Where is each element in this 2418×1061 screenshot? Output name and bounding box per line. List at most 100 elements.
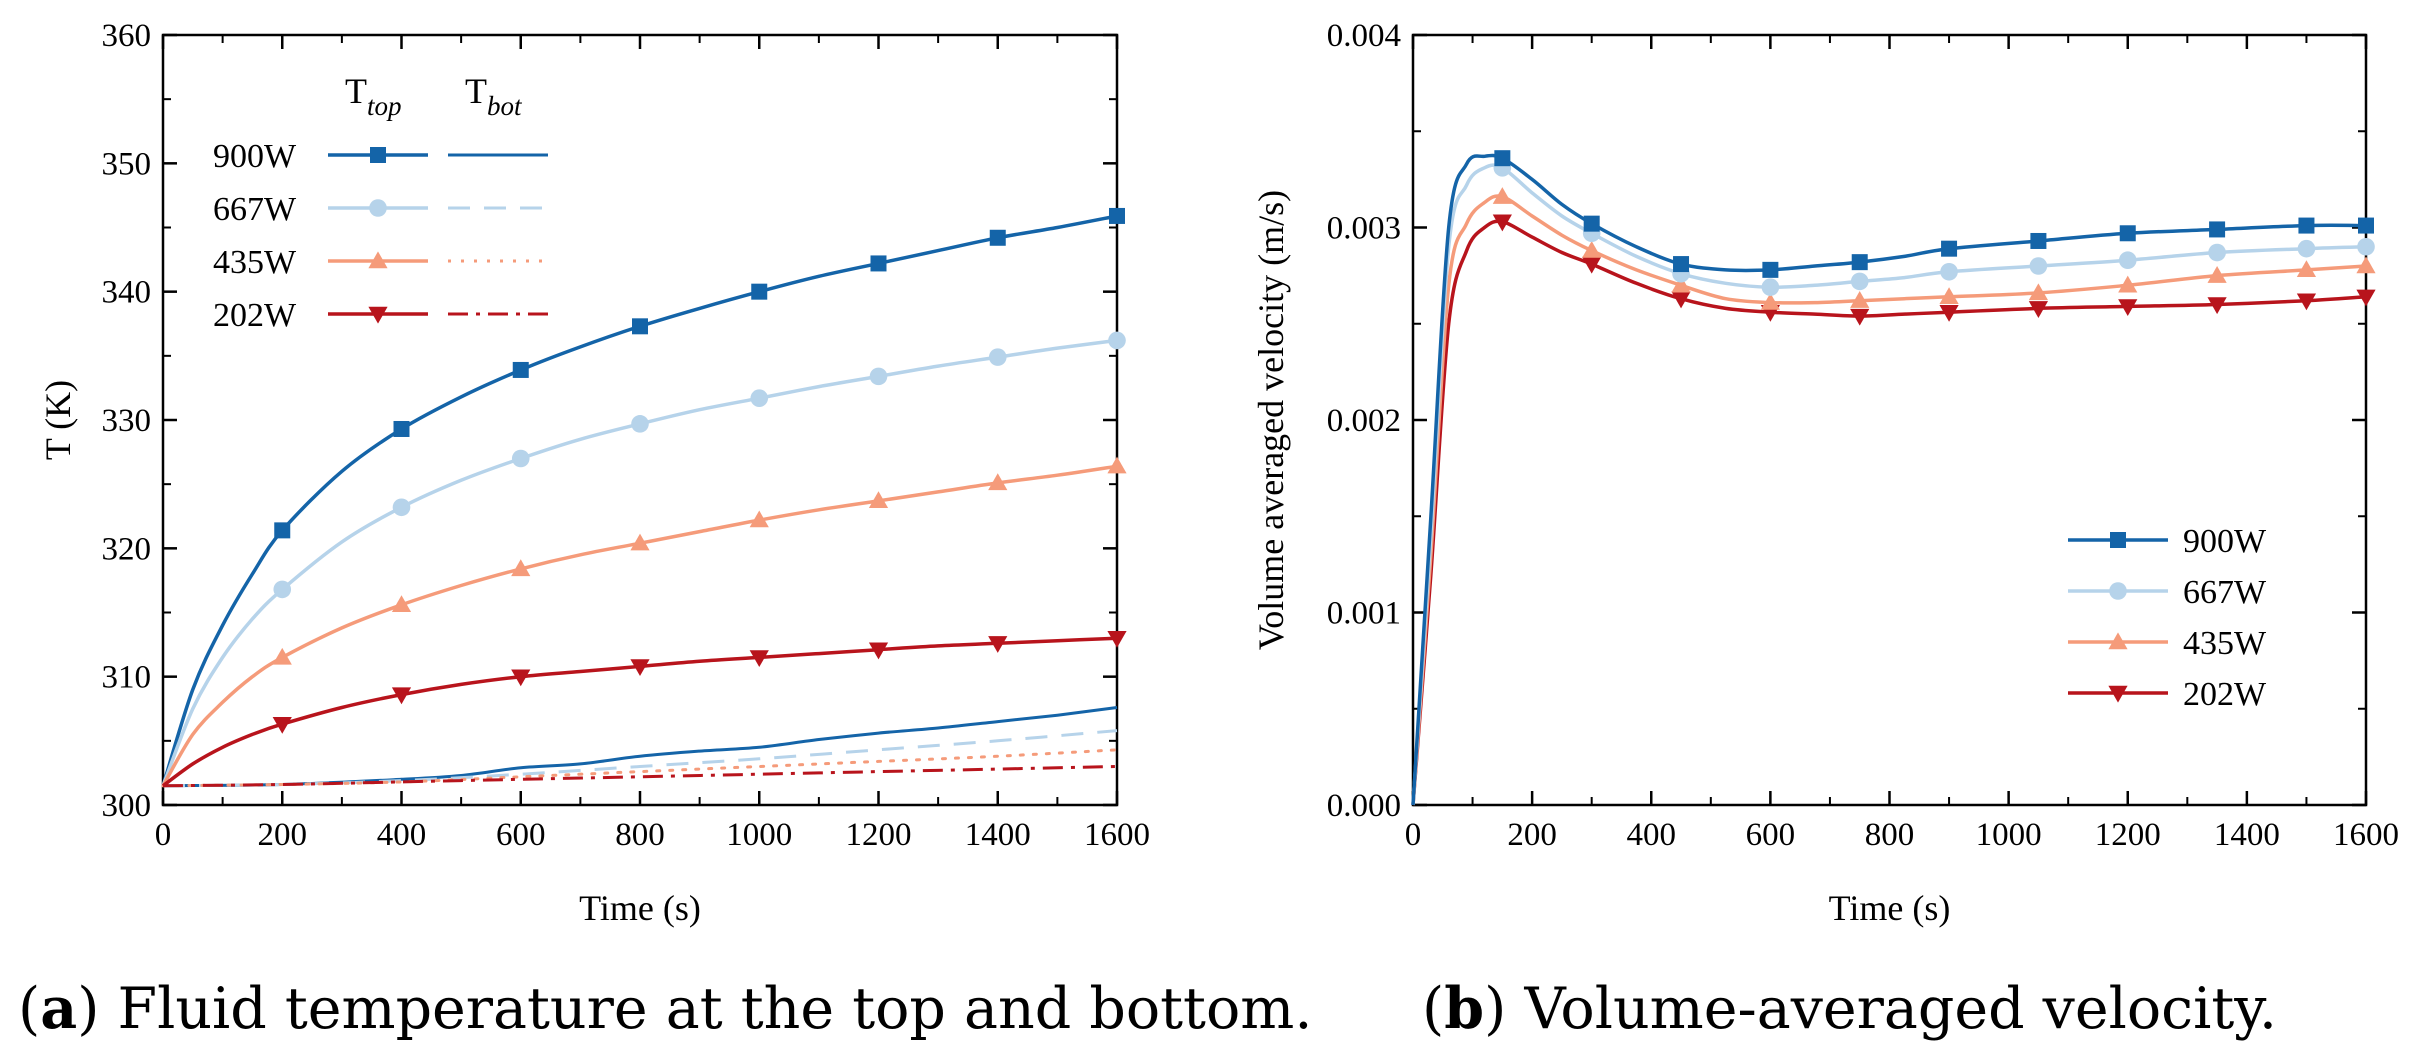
data-point-435W: [2118, 275, 2138, 293]
data-point-435W: [511, 559, 531, 577]
x-tick-label-a: 1000: [726, 817, 792, 853]
caption-b: (b) Volume-averaged velocity.: [1422, 975, 2277, 1042]
data-point-900W: [1109, 207, 1125, 224]
data-point-202W: [511, 669, 531, 687]
data-point-900W: [2298, 217, 2315, 234]
legend-label-667W: 667W: [213, 191, 297, 228]
data-point-667W: [869, 367, 888, 386]
data-point-900W: [2358, 217, 2374, 234]
data-point-667W: [1761, 278, 1780, 296]
y-tick-label-b: 0.003: [1327, 211, 1401, 247]
x-tick-label-a: 400: [377, 817, 427, 853]
caption-a-label: a: [40, 975, 78, 1042]
data-point-667W: [2118, 251, 2137, 270]
x-tick-label-a: 800: [615, 817, 665, 853]
x-tick-label-b: 1600: [2333, 817, 2399, 853]
caption-a-text: Fluid temperature at the top and bottom.: [99, 976, 1313, 1042]
data-point-435W: [1760, 292, 1780, 310]
x-axis-label-b: Time (s): [1829, 888, 1951, 928]
y-tick-label-b: 0.001: [1327, 596, 1401, 632]
data-point-435W: [1671, 275, 1691, 293]
data-point-435W: [1582, 241, 1602, 258]
data-point-900W: [989, 229, 1006, 246]
chart-a-temperature: 0 200 400 600 800 1000 1200 1400 1600 300 310 320 33…: [38, 18, 1150, 928]
y-tick-label-a: 350: [102, 146, 152, 182]
data-point-900W: [2119, 225, 2136, 242]
data-point-202W: [1671, 291, 1691, 309]
data-point-900W: [2030, 232, 2047, 249]
data-point-900W: [632, 318, 648, 335]
data-point-667W: [988, 348, 1007, 366]
legend-marker-667W: [2109, 582, 2127, 600]
legend-marker-435W: [368, 251, 388, 269]
legend-header-bot-sub: bot: [487, 91, 523, 121]
chart-b-velocity: 0 200 400 600 800 1000 1200 1400 1600 0.000 0.001 0…: [1251, 18, 2399, 928]
y-tick-label-a: 310: [102, 660, 152, 696]
legend-label-667W: 667W: [2183, 574, 2267, 611]
data-point-202W: [1107, 630, 1127, 648]
data-point-435W: [749, 510, 769, 528]
series-line-top-667W: [161, 338, 1118, 787]
data-point-900W: [1583, 215, 1600, 232]
y-tick-label-b: 0.000: [1327, 788, 1401, 824]
data-point-667W: [392, 498, 411, 517]
data-point-202W: [391, 687, 412, 705]
legend-label-202W: 202W: [2183, 676, 2267, 713]
data-point-667W: [2208, 243, 2226, 262]
series-line-bot-900W: [162, 706, 1118, 788]
data-point-667W: [2297, 239, 2316, 258]
data-point-202W: [1850, 308, 1870, 326]
data-point-202W: [1492, 214, 1512, 232]
y-tick-label-a: 320: [102, 531, 152, 567]
data-point-900W: [1494, 150, 1511, 167]
data-point-202W: [2028, 301, 2049, 318]
data-point-667W: [2029, 257, 2048, 275]
y-tick-label-a: 330: [102, 403, 152, 439]
legend-header-bot: Tbot: [465, 71, 523, 121]
legend-label-435W: 435W: [213, 244, 297, 281]
legend-marker-202W: [2108, 685, 2128, 703]
data-point-667W: [273, 580, 292, 599]
x-tick-label-a: 1600: [1084, 817, 1150, 853]
data-point-667W: [511, 449, 530, 468]
data-point-435W: [2207, 266, 2227, 283]
x-tick-label-b: 1000: [1976, 817, 2042, 853]
y-axis-label-b: Volume averaged velocity (m/s): [1251, 190, 1291, 650]
x-tick-label-a: 1200: [846, 817, 912, 853]
legend-label-900W: 900W: [2183, 523, 2267, 560]
x-tick-label-a: 0: [155, 817, 172, 853]
y-tick-label-b: 0.002: [1327, 403, 1401, 439]
legend-marker-900W: [2110, 532, 2126, 548]
data-point-900W: [274, 522, 291, 539]
legend-a: Ttop Tbot 900W 667W 435W 202W: [213, 71, 548, 334]
series-line-top-900W: [161, 214, 1118, 787]
data-point-667W: [1108, 331, 1126, 350]
x-tick-label-b: 600: [1746, 817, 1796, 853]
x-tick-label-b: 400: [1627, 817, 1677, 853]
data-point-900W: [2209, 221, 2226, 238]
data-point-435W: [988, 473, 1008, 491]
data-point-900W: [1851, 254, 1868, 271]
data-point-202W: [272, 716, 292, 734]
data-point-435W: [1939, 287, 1959, 304]
legend-header-top-sub: top: [367, 91, 402, 121]
data-point-435W: [391, 595, 412, 612]
y-axis-label-a: T (K): [38, 380, 78, 460]
data-point-435W: [2356, 256, 2376, 274]
data-point-202W: [749, 650, 769, 668]
data-point-667W: [631, 415, 649, 433]
x-tick-label-a: 1400: [965, 817, 1031, 853]
x-tick-label-a: 600: [496, 817, 546, 853]
x-tick-label-a: 200: [258, 817, 308, 853]
caption-a: (a) Fluid temperature at the top and bot…: [18, 975, 1313, 1042]
caption-b-label: b: [1444, 975, 1485, 1042]
legend-label-202W: 202W: [213, 297, 297, 334]
data-point-435W: [2296, 260, 2317, 278]
series-line-bot-435W: [161, 748, 1119, 788]
legend-marker-900W: [370, 147, 386, 163]
caption-b-text: Volume-averaged velocity.: [1506, 976, 2277, 1042]
series-line-435W: [1411, 194, 2367, 806]
legend-label-900W: 900W: [213, 138, 297, 175]
data-point-202W: [2296, 293, 2317, 311]
